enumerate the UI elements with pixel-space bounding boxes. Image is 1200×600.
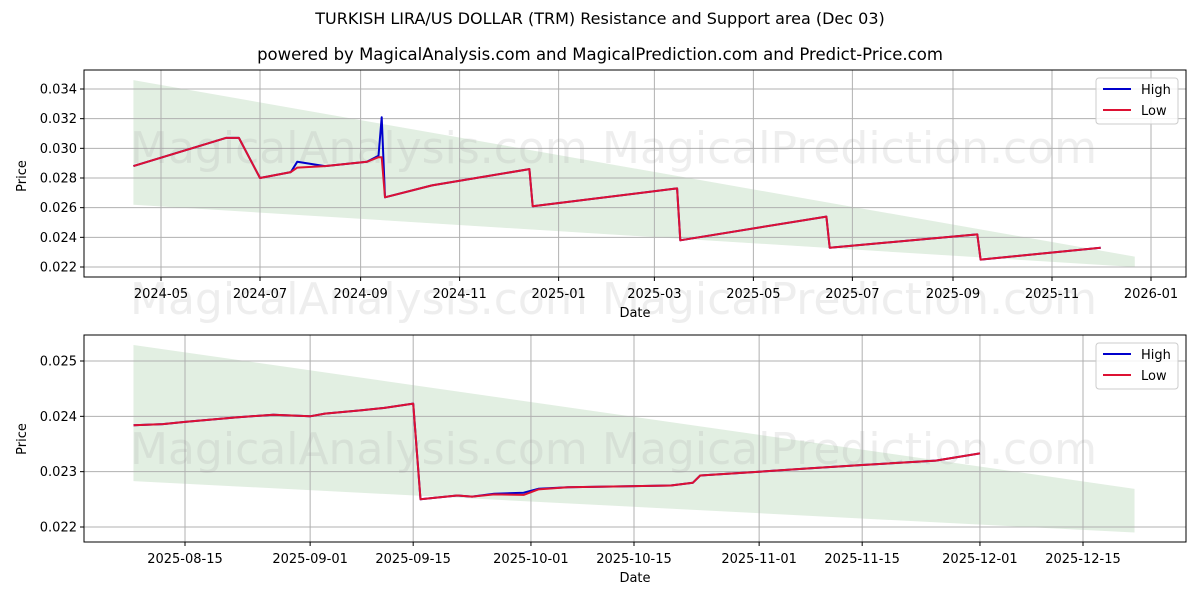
y-axis-label: Price xyxy=(15,423,30,455)
y-axis-label: Price xyxy=(15,160,30,192)
x-axis-ticks: 2025-08-15 2025-09-01 2025-09-15 2025-10-01… xyxy=(147,542,1121,567)
x-tick-label: 2026-01 xyxy=(1124,287,1178,302)
x-tick-label: 2025-12-01 xyxy=(942,552,1018,567)
y-tick-label: 0.024 xyxy=(40,231,77,246)
x-tick-label: 2025-08-15 xyxy=(147,552,223,567)
series-low-line xyxy=(133,402,981,501)
legend-low-label: Low xyxy=(1141,369,1167,384)
watermark-analysis: MagicalAnalysis.com xyxy=(130,123,588,174)
y-tick-label: 0.025 xyxy=(40,355,77,370)
x-tick-label: 2024-05 xyxy=(134,287,188,302)
x-tick-label: 2025-11 xyxy=(1025,287,1079,302)
x-tick-label: 2025-09-01 xyxy=(272,552,348,567)
x-tick-label: 2025-05 xyxy=(726,287,780,302)
price-lines xyxy=(133,402,981,501)
x-tick-label: 2025-07 xyxy=(825,287,879,302)
x-tick-label: 2025-03 xyxy=(627,287,681,302)
grid-lines xyxy=(84,335,1186,542)
x-axis-label: Date xyxy=(619,306,650,321)
grid-lines xyxy=(84,70,1186,277)
chart-subtitle: powered by MagicalAnalysis.com and Magic… xyxy=(257,45,943,64)
series-low-line xyxy=(133,136,1101,261)
watermark-analysis: MagicalAnalysis.com xyxy=(130,424,588,475)
watermark-analysis-2: MagicalAnalysis.com xyxy=(130,274,588,325)
x-tick-label: 2025-12-15 xyxy=(1045,552,1121,567)
legend-low-label: Low xyxy=(1141,104,1167,119)
x-tick-label: 2025-09-15 xyxy=(375,552,451,567)
y-tick-label: 0.024 xyxy=(40,410,77,425)
y-tick-label: 0.022 xyxy=(40,521,77,536)
x-tick-label: 2025-10-01 xyxy=(493,552,569,567)
y-tick-label: 0.028 xyxy=(40,172,77,187)
x-tick-label: 2025-11-01 xyxy=(721,552,797,567)
y-axis-ticks: 0.022 0.023 0.024 0.025 xyxy=(40,355,84,536)
x-axis-ticks: 2024-05 2024-07 2024-09 2024-11 2025-01 2025-… xyxy=(134,277,1178,302)
support-resistance-band xyxy=(133,80,1135,267)
watermark-prediction-2: MagicalPrediction.com xyxy=(602,274,1097,325)
legend: High Low xyxy=(1095,342,1179,390)
y-tick-label: 0.034 xyxy=(40,83,77,98)
watermark-prediction: MagicalPrediction.com xyxy=(602,424,1097,475)
plot-frame xyxy=(83,334,1187,543)
y-tick-label: 0.030 xyxy=(40,142,77,157)
legend-high-label: High xyxy=(1141,83,1171,98)
y-tick-label: 0.023 xyxy=(40,465,77,480)
chart-title: TURKISH LIRA/US DOLLAR (TRM) Resistance … xyxy=(315,9,885,28)
x-tick-label: 2024-09 xyxy=(333,287,387,302)
x-tick-label: 2024-07 xyxy=(233,287,287,302)
x-tick-label: 2025-11-15 xyxy=(824,552,900,567)
x-tick-label: 2025-01 xyxy=(531,287,585,302)
plot-frame xyxy=(83,69,1187,278)
y-tick-label: 0.032 xyxy=(40,112,77,127)
x-tick-label: 2025-10-15 xyxy=(596,552,672,567)
x-axis-label: Date xyxy=(619,571,650,586)
top-plot: MagicalAnalysis.com MagicalPrediction.co… xyxy=(15,69,1187,325)
x-tick-label: 2025-09 xyxy=(926,287,980,302)
y-tick-label: 0.026 xyxy=(40,201,77,216)
watermark-prediction: MagicalPrediction.com xyxy=(602,123,1097,174)
x-tick-label: 2024-11 xyxy=(432,287,486,302)
y-tick-label: 0.022 xyxy=(40,261,77,276)
legend-high-label: High xyxy=(1141,348,1171,363)
y-axis-ticks: 0.022 0.024 0.026 0.028 0.030 0.032 0.034 xyxy=(40,83,84,276)
price-lines xyxy=(133,116,1101,261)
legend: High Low xyxy=(1095,77,1179,125)
bottom-plot: MagicalAnalysis.com MagicalPrediction.co… xyxy=(15,334,1187,586)
